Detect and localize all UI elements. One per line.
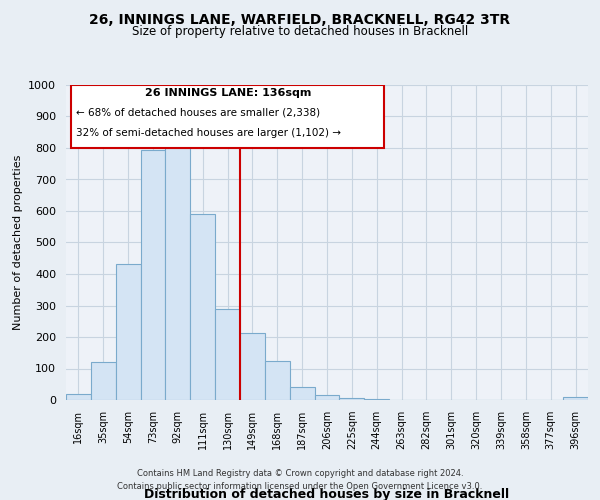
Bar: [166, 146, 190, 400]
FancyBboxPatch shape: [71, 85, 385, 148]
Text: 26 INNINGS LANE: 136sqm: 26 INNINGS LANE: 136sqm: [145, 88, 311, 98]
Text: Contains HM Land Registry data © Crown copyright and database right 2024.: Contains HM Land Registry data © Crown c…: [137, 468, 463, 477]
X-axis label: Distribution of detached houses by size in Bracknell: Distribution of detached houses by size …: [145, 488, 509, 500]
Text: ← 68% of detached houses are smaller (2,338): ← 68% of detached houses are smaller (2,…: [76, 107, 320, 117]
Bar: [140, 150, 166, 400]
Bar: [190, 214, 215, 400]
Text: Contains public sector information licensed under the Open Government Licence v3: Contains public sector information licen…: [118, 482, 482, 491]
Bar: [66, 394, 91, 400]
Bar: [340, 398, 364, 400]
Text: Size of property relative to detached houses in Bracknell: Size of property relative to detached ho…: [132, 25, 468, 38]
Bar: [314, 396, 340, 400]
Bar: [240, 333, 265, 400]
Bar: [290, 388, 314, 400]
Y-axis label: Number of detached properties: Number of detached properties: [13, 155, 23, 330]
Text: 26, INNINGS LANE, WARFIELD, BRACKNELL, RG42 3TR: 26, INNINGS LANE, WARFIELD, BRACKNELL, R…: [89, 12, 511, 26]
Text: 32% of semi-detached houses are larger (1,102) →: 32% of semi-detached houses are larger (…: [76, 128, 341, 138]
Bar: [265, 360, 290, 400]
Bar: [116, 264, 140, 400]
Bar: [563, 398, 588, 400]
Bar: [215, 308, 240, 400]
Bar: [91, 362, 116, 400]
